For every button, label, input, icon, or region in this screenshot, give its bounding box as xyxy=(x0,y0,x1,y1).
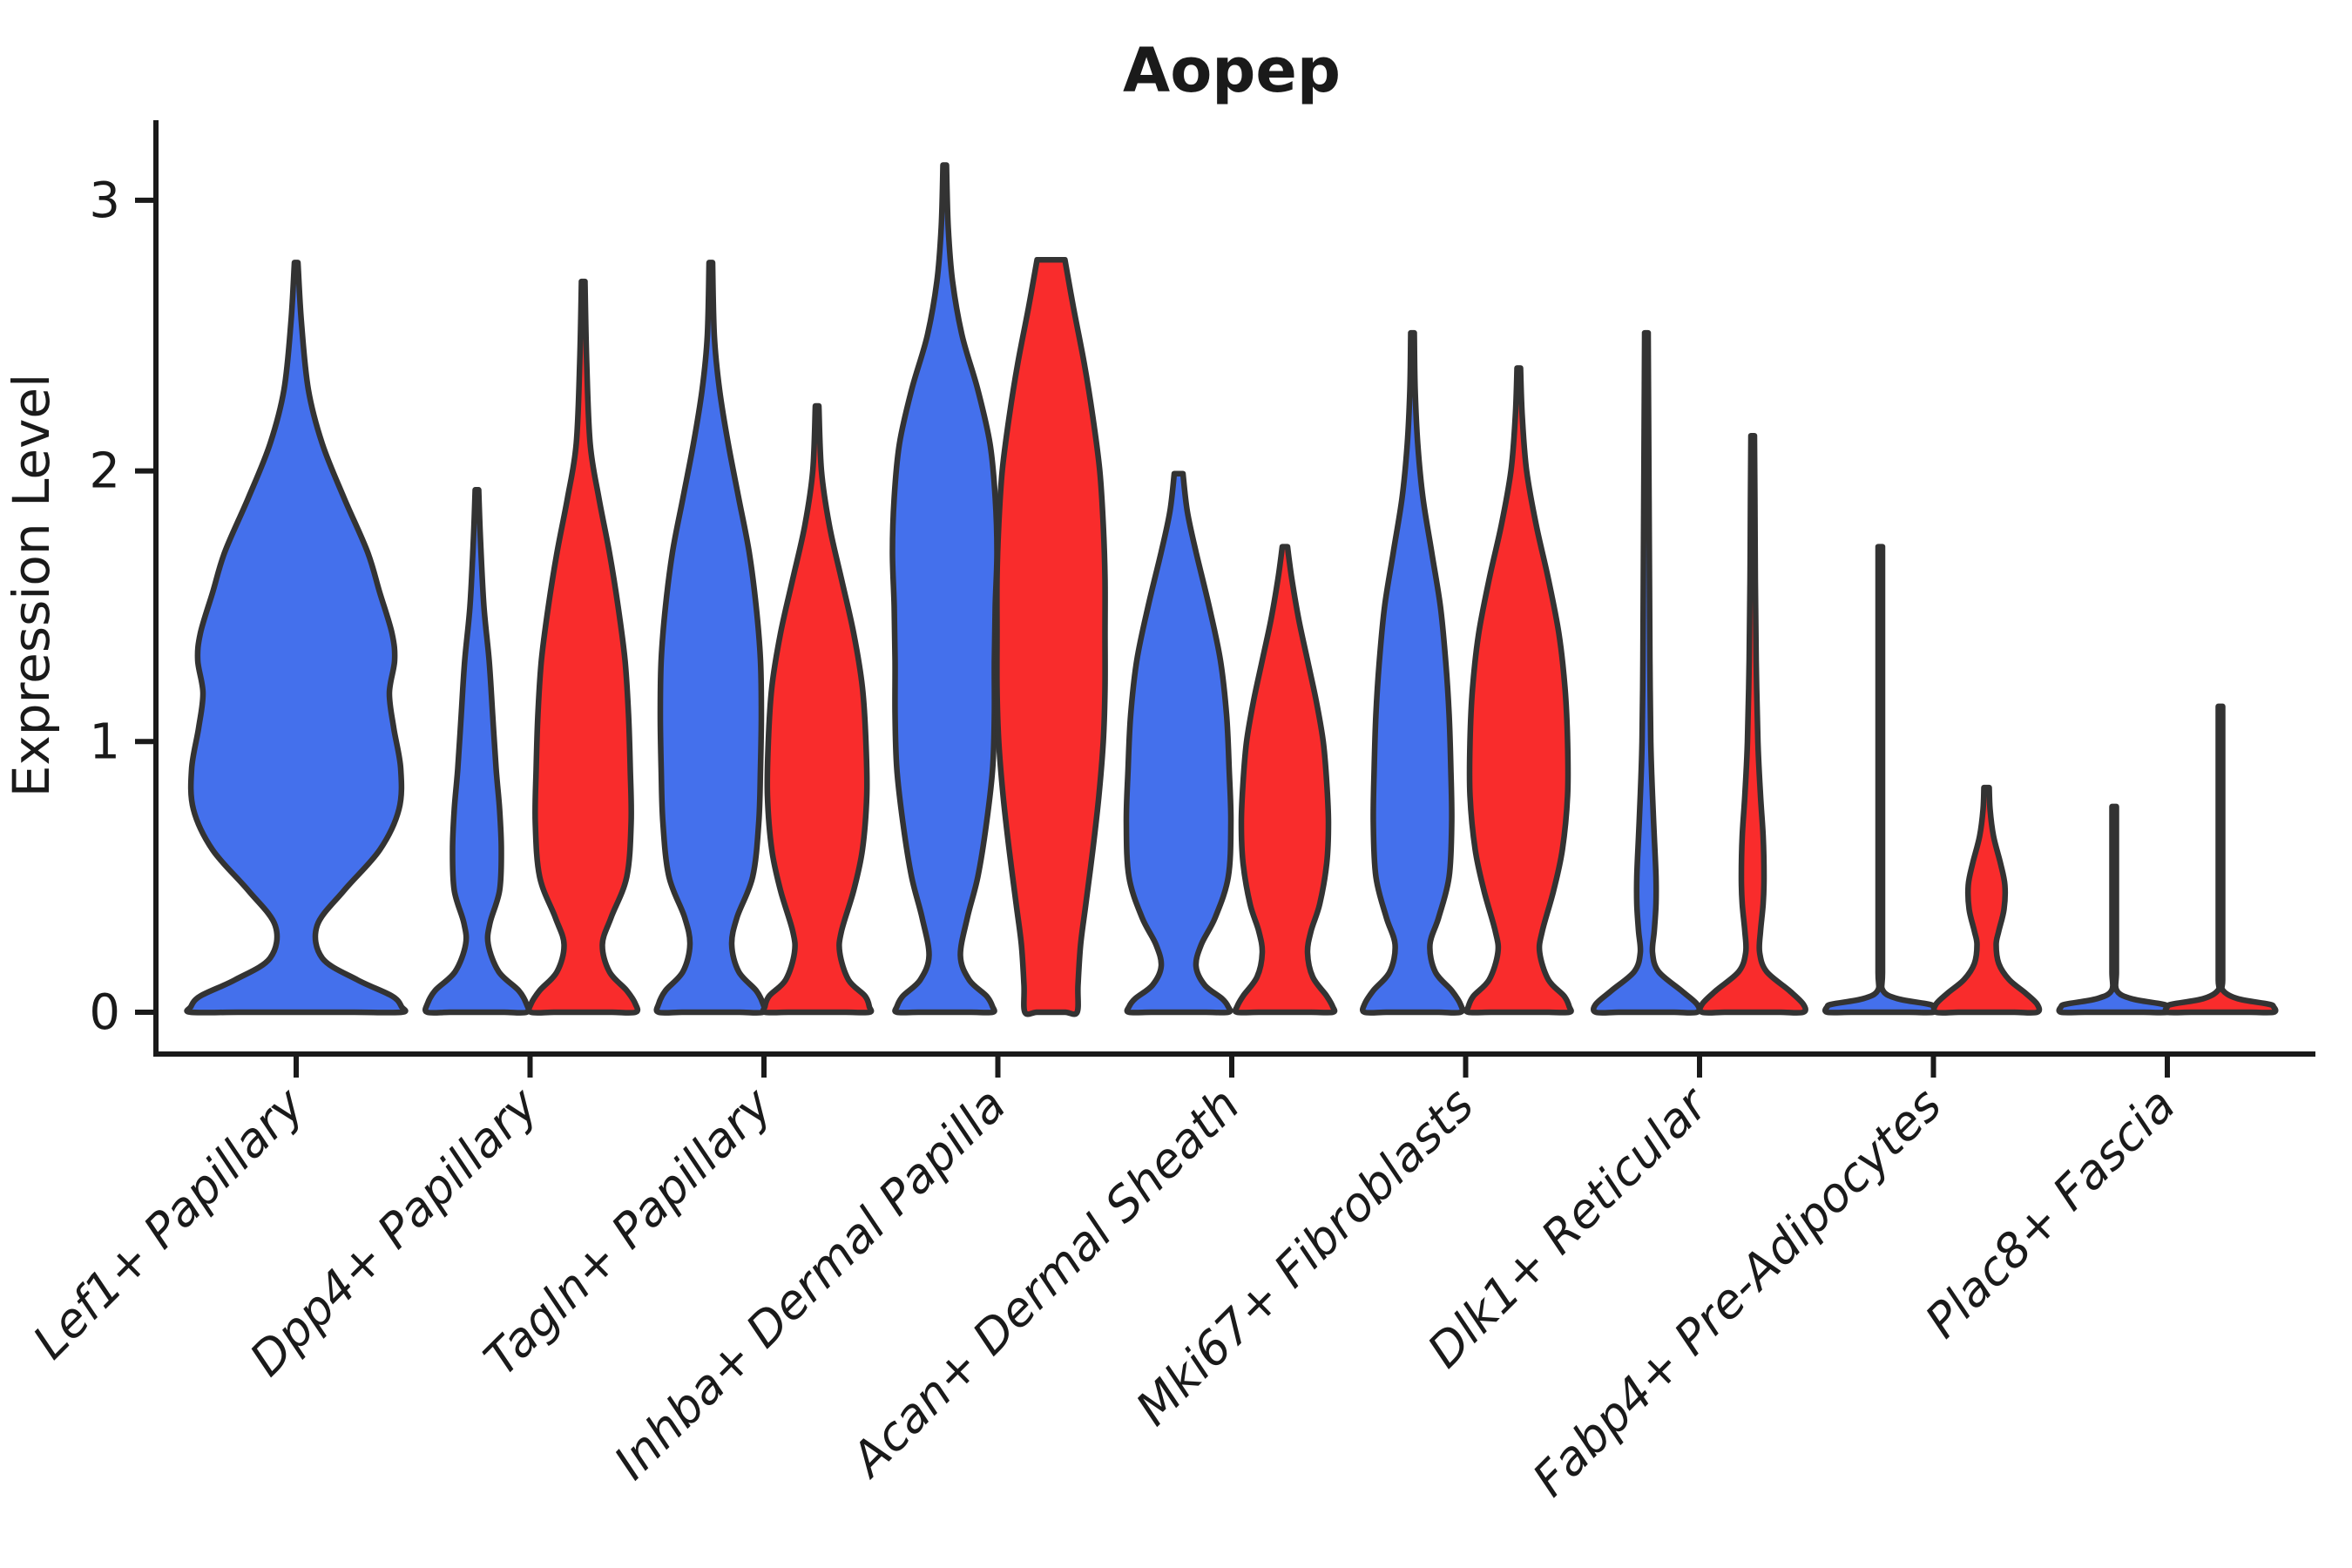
violin-mki67-fibroblasts-blue xyxy=(1360,329,1465,1016)
violin-dpp4-papillary-red xyxy=(525,278,641,1016)
chart-title: Aopep xyxy=(1123,35,1341,106)
y-tick-label-3: 3 xyxy=(89,172,120,229)
violin-dpp4-papillary-blue xyxy=(422,487,532,1016)
y-tick-label-1: 1 xyxy=(89,713,120,770)
violin-inhba-dermal-papilla-red xyxy=(994,257,1108,1017)
x-tick-label-acan-dermal-sheath: Acan+ Dermal Sheath xyxy=(839,1078,1250,1489)
axes-layer xyxy=(135,120,2315,1078)
y-tick-label-0: 0 xyxy=(89,984,120,1041)
violin-plac8-fascia-red xyxy=(2162,703,2279,1016)
violin-fabp4-pre-adipocytes-red xyxy=(1930,784,2043,1016)
violin-mki67-fibroblasts-red xyxy=(1463,365,1574,1016)
violin-plac8-fascia-blue xyxy=(2056,803,2173,1016)
violin-tagln-papillary-blue xyxy=(653,260,768,1016)
violin-dlk1-reticular-blue xyxy=(1591,329,1702,1016)
x-tick-label-plac8-fascia: Plac8+ Fascia xyxy=(1915,1078,2186,1348)
violin-fabp4-pre-adipocytes-blue xyxy=(1822,544,1938,1016)
violin-inhba-dermal-papilla-blue xyxy=(889,162,1000,1016)
x-tick-label-fabp4-pre-adipocytes: Fabp4+ Pre-Adipocytes xyxy=(1522,1078,1951,1507)
y-tick-label-2: 2 xyxy=(89,443,120,500)
violin-tagln-papillary-red xyxy=(760,402,875,1016)
violins-layer xyxy=(184,162,2279,1017)
violin-dlk1-reticular-red xyxy=(1697,432,1808,1016)
x-tick-label-inhba-dermal-papilla: Inhba+ Dermal Papilla xyxy=(604,1078,1017,1490)
violin-acan-dermal-sheath-blue xyxy=(1123,470,1234,1016)
violin-lef1-papillary-blue xyxy=(184,260,409,1016)
violin-acan-dermal-sheath-red xyxy=(1232,544,1338,1016)
y-axis-title: Expression Level xyxy=(2,374,61,797)
